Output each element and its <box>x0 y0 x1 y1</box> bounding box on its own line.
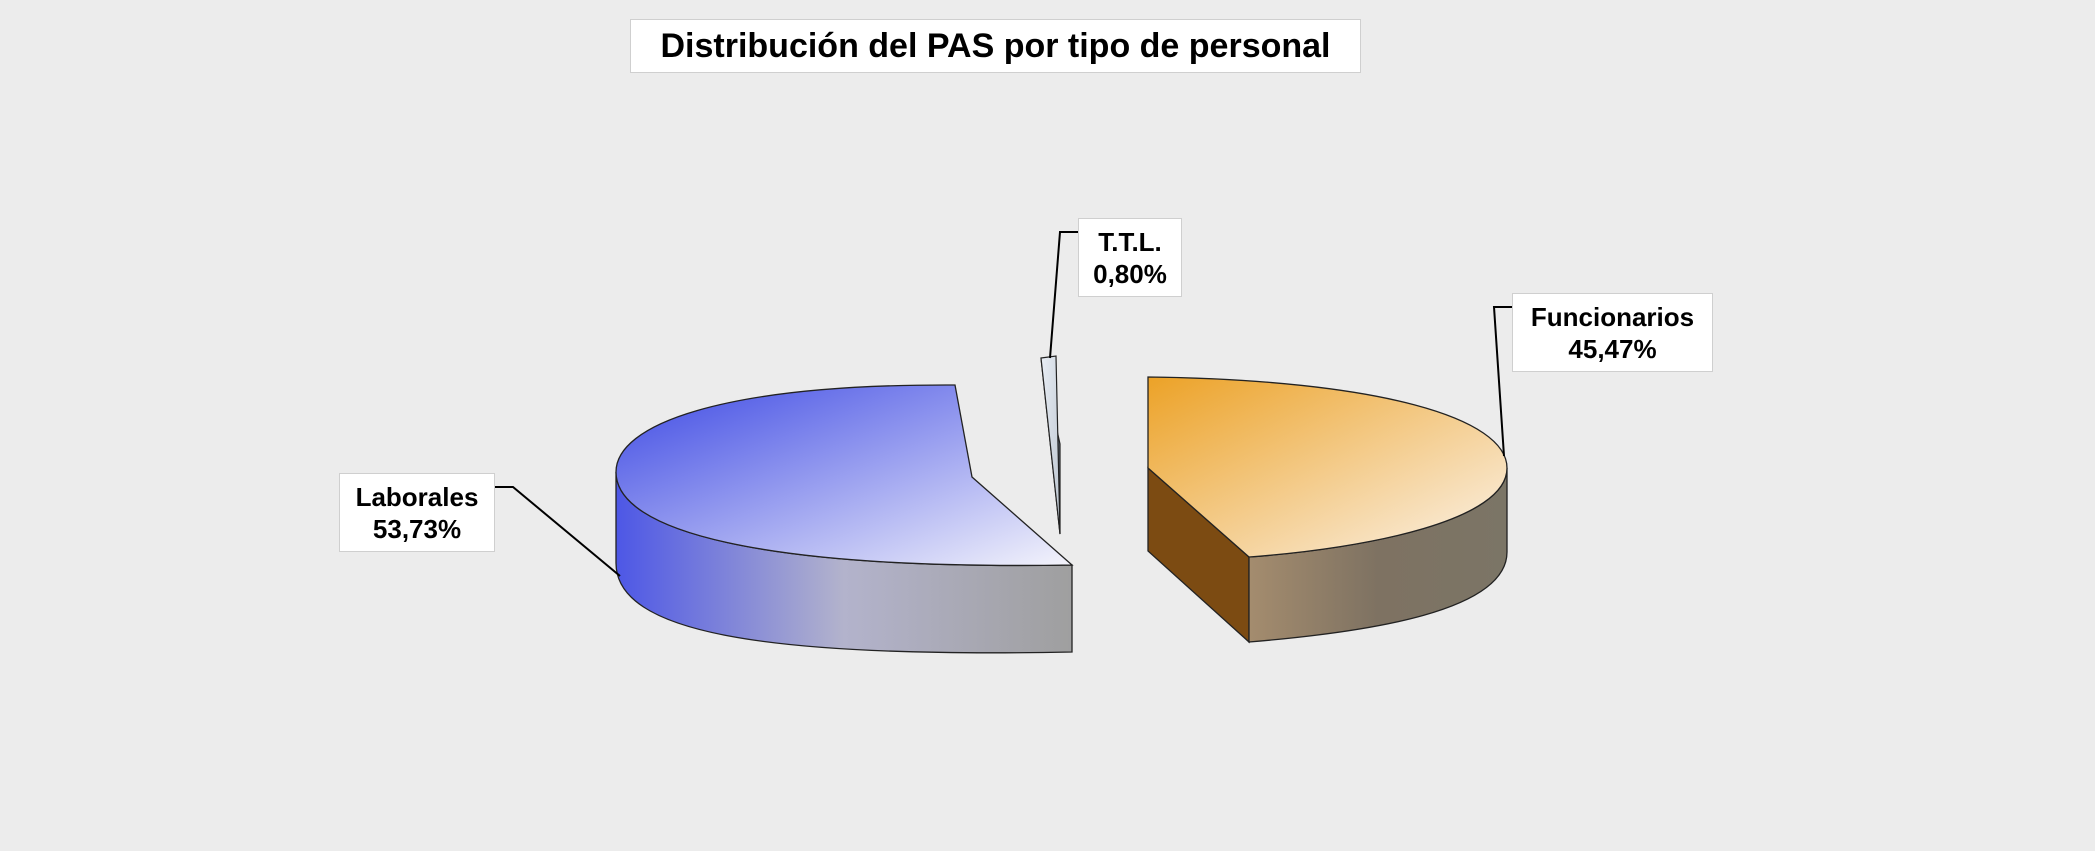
pie-slice-laborales <box>615 384 1074 654</box>
leader-line-laborales <box>495 486 621 577</box>
chart-title: Distribución del PAS por tipo de persona… <box>630 19 1361 73</box>
pie-slice-funcionarios <box>1147 376 1508 644</box>
funcionarios-top-face <box>1147 376 1508 558</box>
data-label-ttl: T.T.L. 0,80% <box>1078 218 1182 297</box>
laborales-top-face <box>615 384 1074 567</box>
slice-value-laborales: 53,73% <box>372 513 462 544</box>
leader-line-funcionarios <box>1492 306 1512 457</box>
leader-line-ttl <box>1049 231 1078 359</box>
slice-name-laborales: Laborales <box>355 481 479 512</box>
slice-name-ttl: T.T.L. <box>1098 226 1162 257</box>
ttl-top-face <box>1040 355 1061 535</box>
slice-name-funcionarios: Funcionarios <box>1530 301 1695 332</box>
slice-value-funcionarios: 45,47% <box>1568 333 1657 364</box>
slice-value-ttl: 0,80% <box>1093 258 1167 289</box>
data-label-funcionarios: Funcionarios 45,47% <box>1512 293 1713 372</box>
pie-slice-ttl <box>1040 355 1061 535</box>
data-label-laborales: Laborales 53,73% <box>339 473 495 552</box>
